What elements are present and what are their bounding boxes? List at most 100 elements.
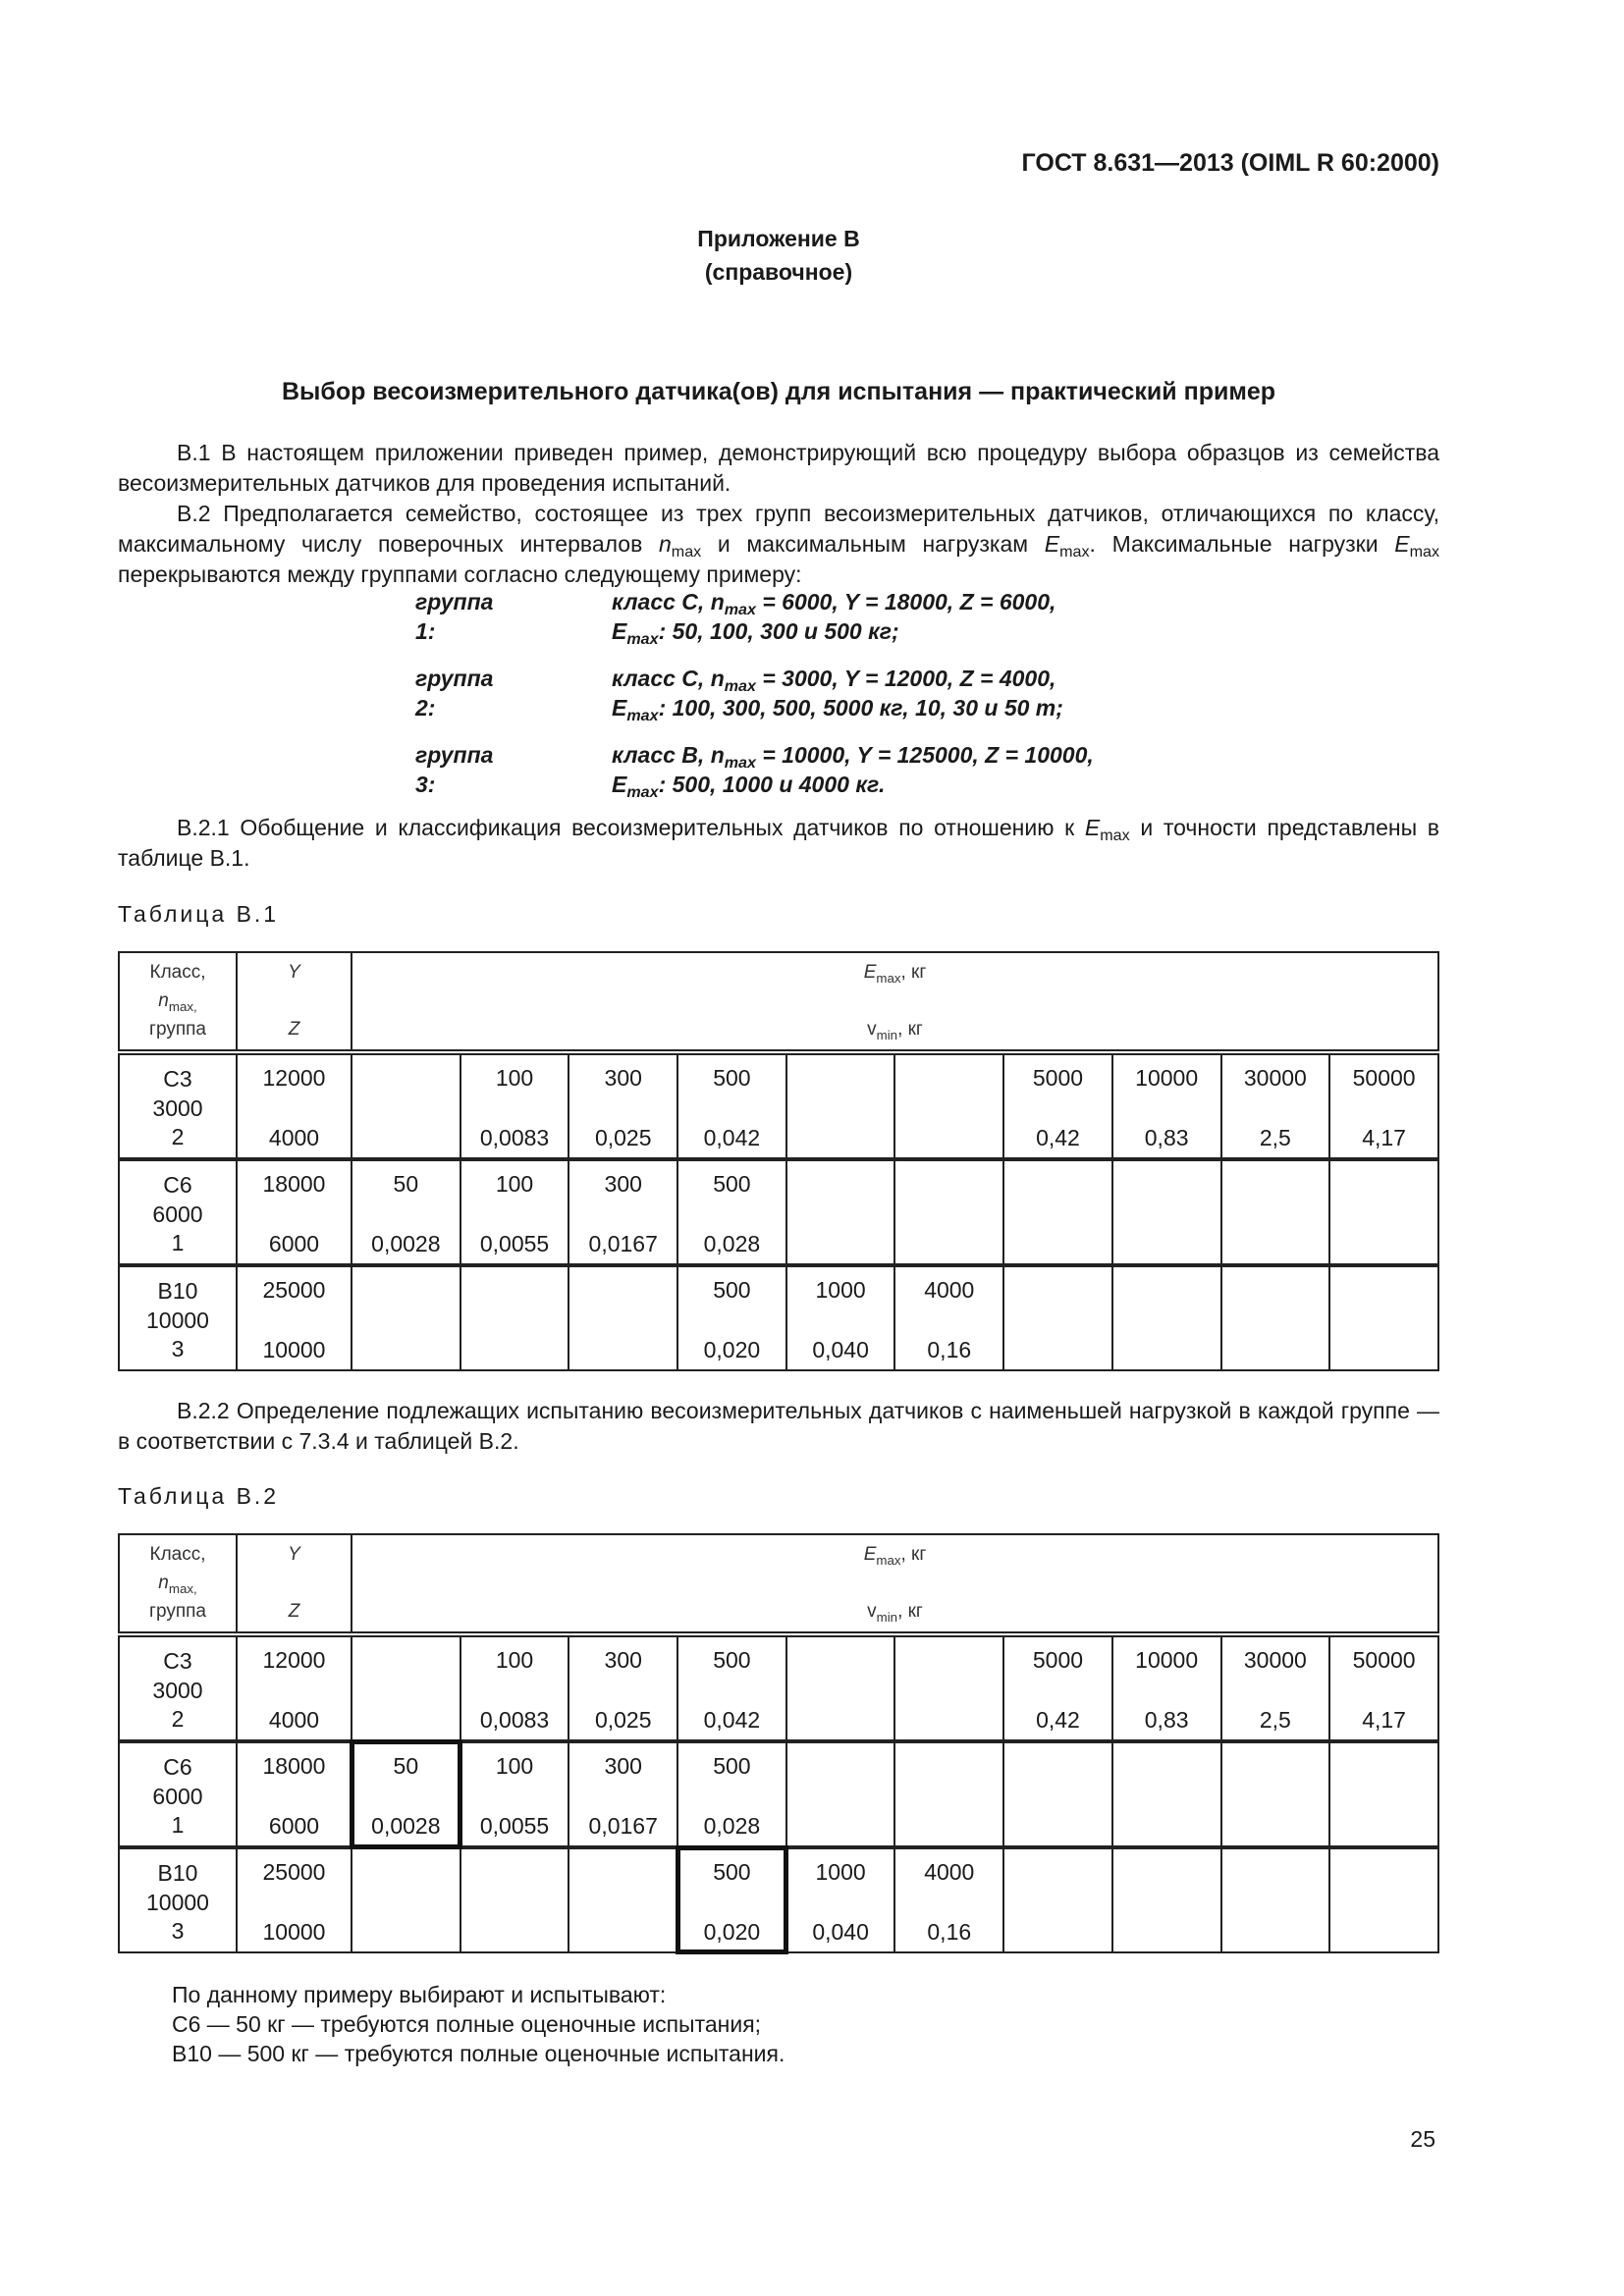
text: : 500, 1000 и 4000 кг. [658,772,886,797]
text: 10000 [146,1307,209,1333]
value-cell: 10000 0,83 [1110,1633,1222,1742]
text: группа [149,1601,206,1622]
yz-cell: 25000 10000 [236,1264,352,1371]
paragraph-b1: В.1 В настоящем приложении приведен прим… [118,438,1439,499]
text: 1 [171,1230,185,1255]
conclusion-line: В10 — 500 кг — требуются полные оценочны… [172,2041,785,2066]
value-cell: 500 0,042 [677,1051,787,1160]
subscript: max [626,630,659,648]
emax-value: 5000 [1032,1065,1084,1091]
symbol: E [1394,531,1410,557]
emax-value: 4000 [924,1277,975,1303]
header-emax-vmin: Emax, кг vmin, кг [351,1533,1439,1635]
value-cell: 30000 2,5 [1219,1051,1331,1160]
emax-value: 300 [604,1753,642,1779]
text: 3 [171,1336,185,1362]
text: = 6000, Y = 18000, Z = 6000, [755,589,1056,614]
yz-cell: 12000 4000 [236,1051,352,1160]
value-cell [1110,1740,1222,1848]
paragraph-b22: В.2.2 Определение подлежащих испытанию в… [118,1396,1439,1457]
subscript: max [626,783,659,801]
emax-value: 4000 [924,1859,975,1885]
value-cell [568,1846,679,1953]
vmin-value: 0,16 [927,1919,972,1945]
text: 10000 [146,1889,209,1915]
table-row: В10 10000 3 25000 10000 500 0,020 1000 0,040 400… [118,1264,1439,1371]
text: В.2 Предполагается семейство, состоящее … [118,501,1439,557]
vmin-value: 2,5 [1259,1707,1291,1733]
table-b1-caption: Таблица В.1 [118,901,280,927]
paragraph-b21: В.2.1 Обобщение и классификация весоизме… [118,813,1439,874]
text: 2 [171,1706,185,1732]
text: Z [288,1019,300,1040]
subscript: min [876,1610,898,1625]
yz-cell: 25000 10000 [236,1846,352,1953]
value-cell [1328,1158,1439,1266]
vmin-value: 0,0083 [479,1707,550,1733]
table-row: С3 3000 2 12000 4000 100 0,0083 300 0,025 500 0,0… [118,1051,1439,1160]
emax-value: 50 [393,1753,419,1779]
text: Y [288,1544,300,1565]
value-cell: 500 0,042 [677,1633,787,1742]
subscript: max [724,601,756,618]
symbol: E [1044,531,1060,557]
text: В10 [157,1860,198,1886]
vmin-value: 0,040 [812,1919,869,1945]
value-cell: 500 0,020 [676,1845,788,1954]
vmin-value: 0,16 [927,1337,972,1362]
text: : 100, 300, 500, 5000 кг, 10, 30 и 50 т; [658,695,1063,721]
appendix-title: Приложение В [697,226,860,251]
value-cell [893,1051,1005,1160]
value-cell: 100 0,0055 [459,1740,570,1848]
subscript: max, [168,1581,197,1596]
yz-cell: 18000 6000 [236,1740,352,1848]
text: = 10000, Y = 125000, Z = 10000, [755,742,1094,768]
text: 6000 [268,1813,320,1839]
vmin-value: 0,040 [812,1337,869,1362]
subscript: max [876,1553,901,1568]
paragraph-b1-text: В.1 В настоящем приложении приведен прим… [118,440,1439,496]
table-row: В10 10000 3 25000 10000 500 0,020 1000 0,040 400… [118,1845,1439,1954]
vmin-value: 0,028 [703,1813,761,1839]
vmin-value: 4,17 [1362,1707,1406,1733]
symbol: n [158,990,169,1011]
value-cell [785,1158,896,1266]
value-cell [1110,1846,1222,1953]
text: , кг [900,1544,927,1565]
text: и максимальным нагрузкам [701,531,1045,557]
value-cell: 100 0,0083 [459,1633,570,1742]
emax-value: 5000 [1032,1647,1084,1673]
subscript: max [626,707,659,724]
symbol: v [867,1601,877,1622]
value-cell [1002,1264,1113,1371]
yz-cell: 12000 4000 [236,1633,352,1742]
emax-value: 50000 [1352,1647,1416,1673]
header-class: Класс, nmax, группа [118,951,238,1053]
value-cell: 300 0,025 [568,1051,679,1160]
value-cell [1219,1264,1331,1371]
text: Z [288,1601,300,1622]
conclusion-line: По данному примеру выбирают и испытывают… [172,1982,667,2007]
text: 6000 [268,1231,320,1256]
text: 10000 [262,1919,326,1945]
value-cell: 1000 0,040 [785,1264,896,1371]
value-cell [893,1158,1005,1266]
emax-value: 500 [713,1277,751,1303]
text: 10000 [262,1337,326,1362]
group-label: группа 3: [415,742,494,797]
conclusion-line: С6 — 50 кг — требуются полные оценочные … [172,2011,762,2037]
class-cell: С3 3000 2 [118,1633,238,1742]
vmin-value: 4,17 [1362,1125,1406,1150]
text: класс С, n [612,589,725,614]
value-cell [351,1264,461,1371]
section-title: Выбор весоизмерительного датчика(ов) для… [281,378,1276,405]
value-cell: 10000 0,83 [1110,1051,1222,1160]
text: 3000 [152,1677,203,1703]
value-cell: 300 0,0167 [568,1740,679,1848]
value-cell [1219,1740,1331,1848]
emax-value: 500 [713,1753,751,1779]
class-cell: С3 3000 2 [118,1051,238,1160]
